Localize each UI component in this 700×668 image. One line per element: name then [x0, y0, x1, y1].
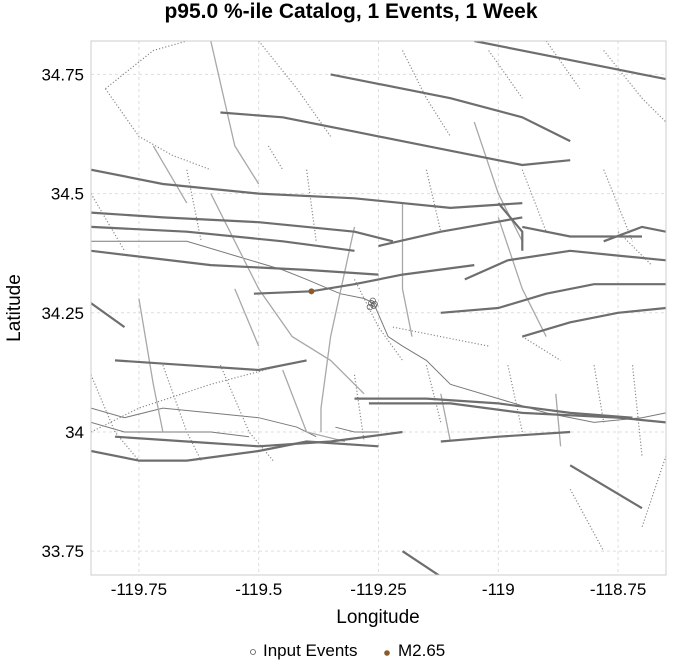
x-axis-label: Longitude: [336, 607, 419, 628]
fault-dotted-21: [569, 488, 605, 552]
fault-light-0: [210, 41, 260, 185]
fault-solid-22: [522, 225, 642, 238]
y-tick-label: 34: [65, 423, 84, 442]
plot-frame: [90, 40, 667, 576]
fault-light-5: [473, 121, 523, 242]
fault-solid-0: [91, 211, 394, 243]
fault-dotted-24: [392, 326, 489, 347]
fault-light-8: [138, 298, 164, 433]
fault-dotted-11: [521, 169, 547, 232]
input-event-point: [366, 303, 374, 311]
fault-dotted-14: [162, 364, 202, 461]
event-markers: [308, 288, 378, 311]
x-tick-label: -118.75: [590, 580, 646, 599]
fault-solid-2: [91, 249, 379, 276]
fault-solid-20: [401, 550, 441, 575]
event-m265-point: [308, 288, 315, 295]
fault-dotted-22: [641, 455, 666, 528]
fault-dotted-9: [306, 169, 317, 242]
fault-dotted-1: [104, 88, 212, 171]
fault-dotted-23: [91, 364, 283, 433]
fault-dotted-20: [631, 365, 643, 456]
input-event-point: [369, 297, 376, 305]
y-tick-labels: 33.75 34 34.25 34.5 34.75: [41, 65, 84, 561]
fault-solid-16: [354, 397, 633, 419]
x-tick-labels: -119.75 -119.5 -119.25 -119 -118.75: [111, 580, 647, 599]
x-tick-label: -119.75: [111, 580, 167, 599]
fault-light-11: [555, 393, 562, 447]
fault-solid-4: [378, 216, 523, 248]
fault-dotted-6: [603, 50, 666, 123]
fault-solid-7: [521, 306, 666, 338]
fault-light-7: [497, 217, 547, 337]
fault-solid-11: [474, 41, 666, 81]
fault-dotted-28: [267, 145, 284, 171]
fault-light-3: [320, 226, 356, 432]
y-tick-label: 34.5: [51, 185, 84, 204]
legend-input-events-marker: [250, 649, 256, 655]
chart-title: p95.0 %-ile Catalog, 1 Events, 1 Week: [164, 0, 537, 23]
fault-light-4: [401, 203, 413, 337]
y-tick-label: 33.75: [41, 542, 84, 561]
coastline-segment-2: [91, 421, 250, 438]
fault-solid-17: [368, 402, 666, 424]
fault-dotted-3: [401, 50, 451, 137]
grid-lines: [91, 41, 666, 575]
fault-dotted-19: [593, 365, 605, 423]
fault-dotted-2: [258, 41, 332, 137]
x-tick-label: -119.25: [350, 580, 406, 599]
x-tick-label: -119: [482, 580, 515, 599]
fault-solid-5: [464, 249, 666, 281]
fault-solid-13: [114, 359, 307, 372]
fault-dotted-27: [617, 231, 653, 266]
fault-dotted-13: [91, 374, 140, 461]
fault-dotted-7: [91, 193, 126, 252]
input-event-point: [371, 300, 378, 308]
legend-input-events-label: Input Events: [263, 641, 358, 660]
fault-solid-12: [91, 302, 126, 328]
fault-dotted-26: [521, 336, 561, 361]
fault-dotted-8: [186, 169, 202, 242]
fault-dotted-4: [488, 50, 523, 99]
fault-light-2: [282, 369, 346, 443]
coastline-segment-3: [335, 426, 379, 433]
fault-solid-8: [91, 168, 523, 209]
fault-lines: [91, 41, 666, 575]
fault-light-1: [210, 193, 365, 395]
fault-dotted-0: [105, 41, 187, 90]
y-tick-label: 34.25: [41, 304, 84, 323]
fault-dotted-12: [603, 169, 634, 242]
fault-dotted-17: [425, 365, 442, 423]
fault-solid-21: [603, 225, 666, 243]
input-event-point: [370, 302, 377, 309]
legend-m265-label: M2.65: [398, 641, 445, 660]
fault-dotted-25: [353, 279, 403, 361]
fault-solid-18: [569, 464, 643, 510]
fault-solid-1: [91, 225, 355, 252]
coastline-segment-1: [91, 407, 317, 438]
legend-m265-marker: [384, 650, 390, 656]
fault-solid-19: [440, 430, 571, 443]
fault-dotted-18: [507, 365, 523, 433]
y-tick-label: 34.75: [41, 65, 84, 84]
x-tick-label: -119.5: [235, 580, 282, 599]
fault-solid-23: [497, 202, 524, 251]
fault-solid-9: [220, 111, 571, 167]
y-axis-label: Latitude: [4, 274, 25, 342]
fault-solid-10: [330, 73, 571, 143]
fault-light-10: [440, 393, 452, 442]
fault-solid-15: [114, 430, 403, 448]
fault-dotted-5: [545, 41, 581, 90]
fault-solid-3: [253, 264, 475, 295]
fault-dotted-10: [425, 169, 442, 232]
legend: Input Events M2.65: [250, 641, 445, 660]
fault-light-9: [152, 145, 188, 204]
fault-light-6: [234, 288, 260, 347]
fault-solid-6: [440, 283, 666, 314]
